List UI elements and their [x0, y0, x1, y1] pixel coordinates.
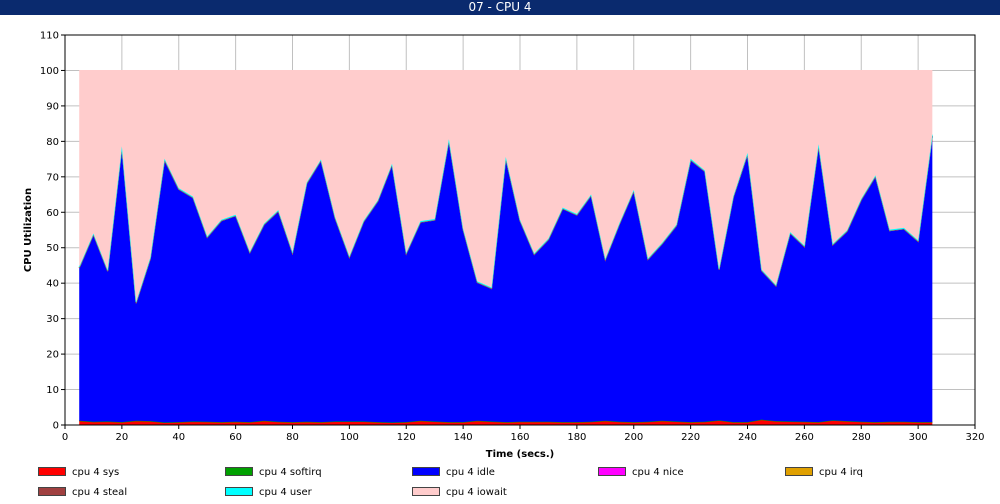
x-tick-label: 160: [510, 432, 529, 443]
x-tick-label: 140: [454, 432, 473, 443]
y-tick-label: 40: [46, 279, 59, 290]
x-tick-label: 20: [116, 432, 129, 443]
legend: cpu 4 sys cpu 4 softirq cpu 4 idle cpu 4 ni…: [0, 462, 1000, 504]
legend-swatch: [598, 467, 626, 476]
legend-label: cpu 4 softirq: [259, 467, 322, 478]
y-tick-label: 60: [46, 208, 59, 219]
legend-swatch: [412, 467, 440, 476]
legend-label: cpu 4 user: [259, 487, 312, 498]
y-tick-label: 80: [46, 137, 59, 148]
y-tick-label: 10: [46, 385, 59, 396]
y-axis-title: CPU Utilization: [23, 188, 34, 272]
y-tick-label: 20: [46, 350, 59, 361]
legend-label: cpu 4 iowait: [446, 487, 507, 498]
legend-label: cpu 4 nice: [632, 467, 684, 478]
legend-item: cpu 4 softirq: [225, 466, 322, 480]
legend-item: cpu 4 sys: [38, 466, 119, 480]
legend-label: cpu 4 sys: [72, 467, 120, 478]
legend-swatch: [225, 467, 253, 476]
y-tick-label: 50: [46, 243, 59, 254]
x-tick-label: 60: [229, 432, 242, 443]
y-tick-label: 70: [46, 172, 59, 183]
legend-swatch: [412, 487, 440, 496]
x-tick-label: 260: [795, 432, 814, 443]
stacked-areas: [78, 69, 933, 425]
x-tick-label: 220: [681, 432, 700, 443]
legend-swatch: [785, 467, 813, 476]
x-tick-label: 0: [62, 432, 68, 443]
x-tick-label: 300: [909, 432, 928, 443]
y-tick-label: 0: [53, 421, 59, 432]
series-area-cpu-4-idle: [79, 136, 933, 423]
x-tick-label: 180: [567, 432, 586, 443]
legend-label: cpu 4 irq: [819, 467, 863, 478]
legend-item: cpu 4 user: [225, 486, 312, 500]
x-axis-title: Time (secs.): [486, 449, 555, 460]
x-tick-label: 240: [738, 432, 757, 443]
y-tick-label: 90: [46, 101, 59, 112]
legend-item: cpu 4 iowait: [412, 486, 507, 500]
y-tick-label: 110: [40, 31, 59, 42]
legend-item: cpu 4 idle: [412, 466, 495, 480]
x-tick-label: 320: [965, 432, 984, 443]
window-title: 07 - CPU 4: [468, 0, 532, 14]
y-tick-label: 30: [46, 314, 59, 325]
x-tick-label: 120: [397, 432, 416, 443]
chart: 0 10 20 30 40 50 60 70 80 90 100 110 0 20 40 60 80 100 120…: [23, 31, 985, 461]
x-tick-label: 280: [852, 432, 871, 443]
window-title-bar: 07 - CPU 4: [0, 0, 1000, 15]
legend-swatch: [38, 467, 66, 476]
legend-label: cpu 4 steal: [72, 487, 128, 498]
y-tick-label: 100: [40, 66, 59, 77]
series-area-cpu-4-iowait: [79, 70, 933, 302]
legend-item: cpu 4 irq: [785, 466, 863, 480]
legend-swatch: [225, 487, 253, 496]
x-tick-label: 80: [286, 432, 299, 443]
legend-item: cpu 4 nice: [598, 466, 684, 480]
x-tick-label: 100: [340, 432, 359, 443]
legend-swatch: [38, 487, 66, 496]
x-tick-label: 40: [172, 432, 185, 443]
legend-label: cpu 4 idle: [446, 467, 495, 478]
legend-item: cpu 4 steal: [38, 486, 127, 500]
axes: 0 10 20 30 40 50 60 70 80 90 100 110 0 20 40 60 80 100 120…: [40, 31, 985, 444]
x-tick-label: 200: [624, 432, 643, 443]
